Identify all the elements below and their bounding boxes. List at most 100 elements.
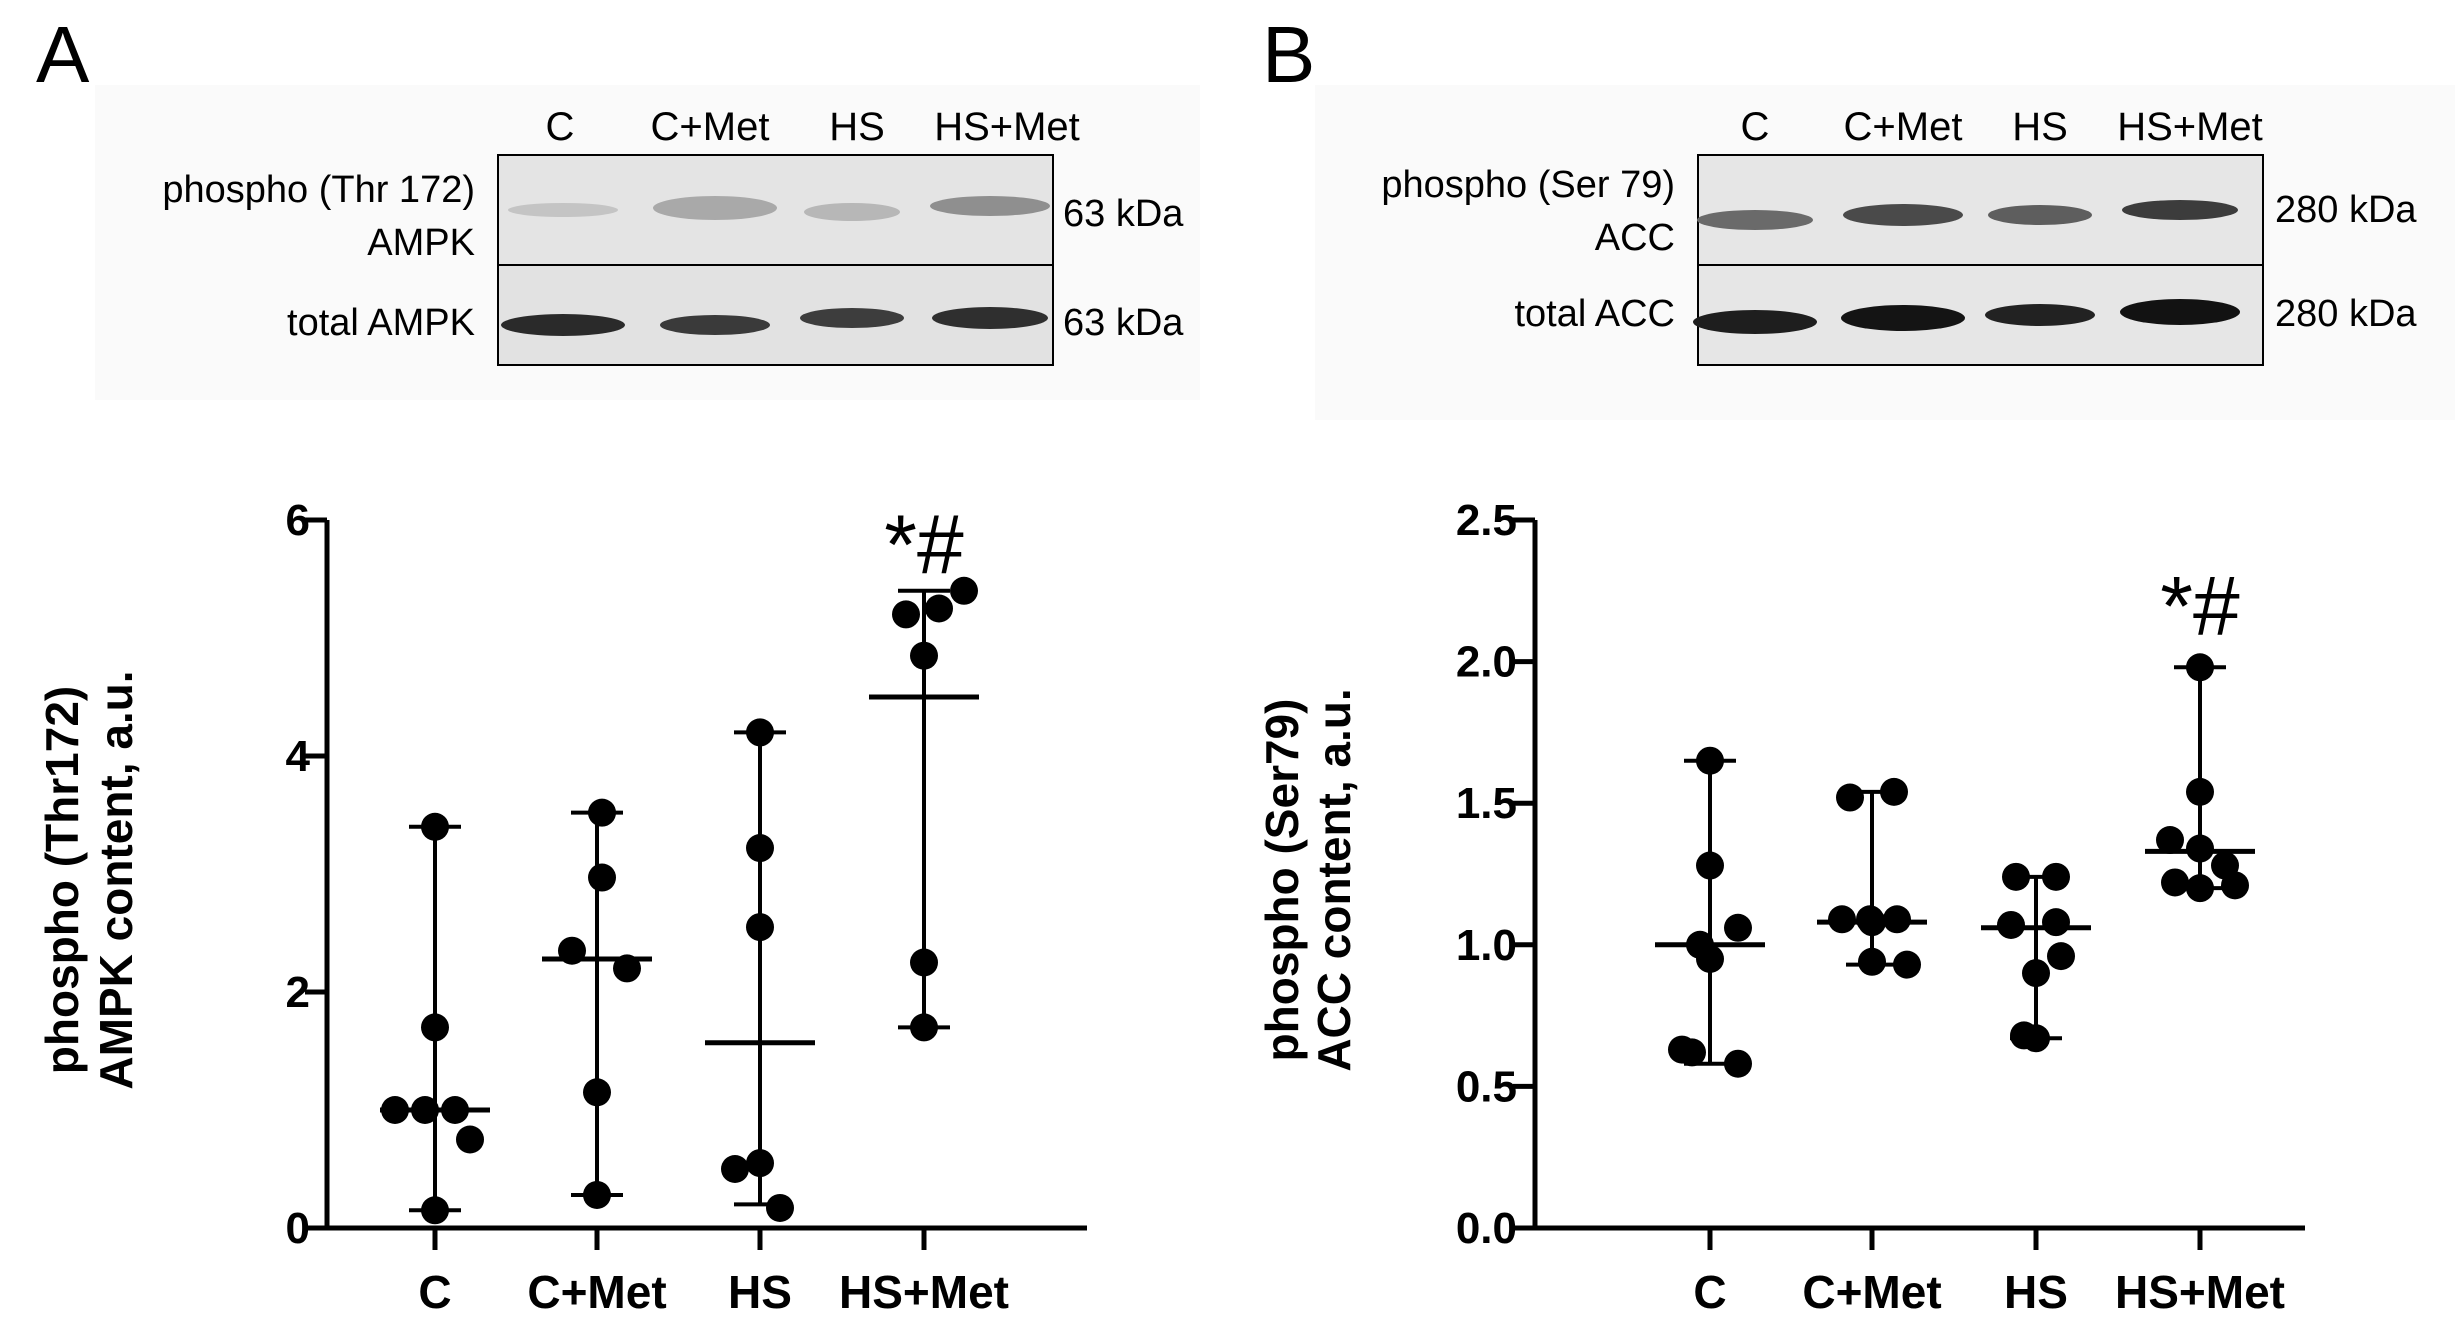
x-tick-label: C+Met (527, 1266, 666, 1318)
data-point (2022, 1024, 2050, 1053)
data-point (1678, 1038, 1706, 1067)
y-tick-label: 0 (286, 1204, 310, 1253)
data-point (2161, 868, 2189, 897)
data-point (2022, 959, 2050, 988)
size-label-phospho-ampk: 63 kDa (1063, 193, 1184, 235)
data-point (1724, 913, 1752, 942)
panel-a: A C C+Met HS HS+Met phospho (Thr 172) AM… (36, 10, 1200, 1318)
data-point (381, 1096, 409, 1124)
band-total-hs (1985, 304, 2095, 326)
x-tick-label: C (1693, 1266, 1726, 1318)
row-label-total-ampk: total AMPK (287, 302, 475, 344)
data-point (2186, 834, 2214, 863)
data-point (2156, 826, 2184, 855)
row-label-phospho-acc-line1: phospho (Ser 79) (1381, 164, 1675, 206)
lane-label-c-met: C+Met (651, 105, 770, 149)
data-point (2042, 862, 2070, 891)
y-tick-label: 2 (286, 968, 310, 1017)
data-point (2186, 777, 2214, 806)
y-tick-label: 0.0 (1456, 1204, 1517, 1253)
data-point (1858, 908, 1886, 937)
data-point (1880, 777, 1908, 806)
y-tick-label: 0.5 (1456, 1062, 1517, 1111)
data-point (411, 1096, 439, 1124)
data-point (1696, 851, 1724, 880)
panel-b-blot: C C+Met HS HS+Met phospho (Ser 79) ACC t… (1315, 85, 2455, 420)
data-point (456, 1125, 484, 1154)
panel-a-letter: A (36, 10, 90, 99)
data-point (721, 1155, 749, 1183)
data-point (1893, 950, 1921, 979)
size-label-total-ampk: 63 kDa (1063, 302, 1184, 344)
data-point (925, 594, 953, 623)
lane-label-c-met: C+Met (1844, 105, 1963, 149)
x-tick-label: HS+Met (839, 1266, 1009, 1318)
data-point (746, 834, 774, 863)
y-tick-label: 4 (286, 732, 311, 781)
data-point (910, 948, 938, 977)
band-total-c-met (660, 315, 770, 335)
panel-b: B C C+Met HS HS+Met phospho (Ser 79) ACC… (1256, 10, 2455, 1318)
data-point (583, 1180, 611, 1209)
chart-a-ylabel-line1: phospho (Thr172) (36, 686, 88, 1074)
band-total-c-met (1841, 305, 1965, 331)
chart-b: phospho (Ser79) ACC content, a.u. 0.0 0.5… (1256, 496, 2305, 1318)
data-point (2002, 862, 2030, 891)
y-tick-label: 1.0 (1456, 921, 1517, 970)
band-total-hs-met (2120, 299, 2240, 325)
data-point (2186, 653, 2214, 682)
chart-a-marks (380, 576, 979, 1225)
lane-label-hs: HS (829, 105, 885, 149)
x-tick-label: HS (728, 1266, 792, 1318)
data-point (2221, 871, 2249, 900)
data-point (2047, 942, 2075, 971)
data-point (588, 798, 616, 827)
chart-a-annotation: *# (884, 498, 964, 592)
y-tick-label: 1.5 (1456, 779, 1517, 828)
band-total-c (501, 314, 625, 336)
lane-label-hs: HS (2012, 105, 2068, 149)
data-point (1997, 910, 2025, 939)
chart-b-axes: 0.0 0.5 1.0 1.5 2.0 2.5 C C+Met HS HS+Met (1456, 496, 2305, 1318)
data-point (588, 863, 616, 892)
band-phospho-hs-met (2122, 200, 2238, 220)
data-point (421, 1013, 449, 1042)
chart-a-axes: 0 2 4 6 C C+Met HS HS+Met (286, 496, 1087, 1318)
data-point (2042, 908, 2070, 937)
chart-b-annotation: *# (2160, 559, 2240, 653)
size-label-total-acc: 280 kDa (2275, 293, 2417, 335)
band-phospho-c (508, 203, 618, 217)
band-phospho-hs-met (930, 196, 1050, 216)
band-phospho-c (1697, 210, 1813, 230)
row-label-phospho-ampk-line1: phospho (Thr 172) (162, 169, 475, 211)
data-point (766, 1193, 794, 1222)
row-label-phospho-ampk-line2: AMPK (367, 222, 475, 264)
size-label-phospho-acc: 280 kDa (2275, 189, 2417, 231)
data-point (421, 1196, 449, 1225)
band-phospho-c-met (1843, 204, 1963, 226)
chart-a: phospho (Thr172) AMPK content, a.u. 0 2 4 6… (36, 496, 1087, 1318)
y-tick-label: 2.0 (1456, 638, 1517, 687)
chart-a-ylabel-line2: AMPK content, a.u. (90, 670, 142, 1089)
data-point (1858, 947, 1886, 976)
panel-b-letter: B (1262, 10, 1315, 99)
lane-label-c: C (1741, 105, 1770, 149)
data-point (1883, 905, 1911, 934)
data-point (2186, 874, 2214, 903)
y-tick-label: 2.5 (1456, 496, 1517, 545)
data-point (558, 936, 586, 965)
lane-label-hs-met: HS+Met (2117, 105, 2263, 149)
data-point (892, 600, 920, 629)
data-point (1828, 905, 1856, 934)
band-phospho-hs (1988, 205, 2092, 225)
data-point (746, 913, 774, 942)
data-point (1696, 746, 1724, 775)
data-point (421, 812, 449, 841)
band-phospho-hs (804, 203, 900, 221)
band-total-hs (800, 308, 904, 328)
y-tick-label: 6 (286, 496, 310, 545)
data-point (583, 1078, 611, 1107)
chart-b-ylabel-line2: ACC content, a.u. (1308, 688, 1360, 1071)
lane-label-c: C (546, 105, 575, 149)
